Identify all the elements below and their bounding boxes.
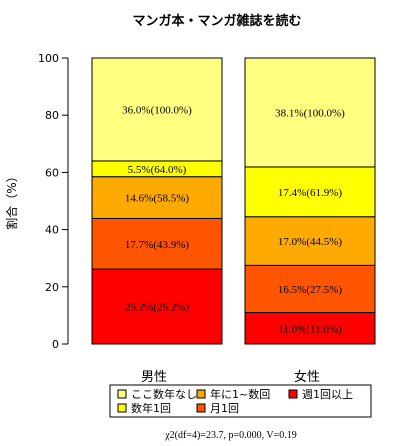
footnote-statistics: χ2(df=4)=23.7, p=0.000, V=0.19	[164, 430, 297, 441]
bar-data-label: 5.5%(64.0%)	[128, 164, 187, 176]
x-category-label: 男性	[141, 370, 167, 385]
y-tick-label: 60	[45, 166, 59, 179]
bar-segment	[91, 57, 223, 162]
legend-swatch	[196, 403, 206, 413]
legend-swatch	[196, 389, 206, 399]
y-tick-label: 20	[45, 281, 59, 294]
legend-label: ここ数年なし	[131, 387, 197, 401]
x-axis-labels: 男性 女性	[141, 369, 320, 385]
chart-title: マンガ本・マンガ雑誌を読む	[132, 13, 301, 29]
bar-data-label: 14.6%(58.5%)	[125, 193, 189, 205]
bar-data-label: 17.0%(44.5%)	[278, 236, 342, 248]
legend-swatch	[117, 389, 127, 399]
bar-data-label: 36.0%(100.0%)	[122, 104, 192, 116]
legend-label: 週1回以上	[302, 388, 353, 401]
y-tick-label: 80	[45, 109, 59, 122]
bar-data-label: 17.7%(43.9%)	[125, 239, 189, 251]
y-axis-label: 割合（%）	[4, 170, 19, 229]
bar-data-label: 16.5%(27.5%)	[278, 284, 342, 296]
bar-segment	[91, 176, 223, 219]
bar-segment	[244, 57, 376, 168]
legend-box	[109, 384, 372, 418]
legend-swatch	[288, 389, 298, 399]
x-category-label: 女性	[294, 369, 320, 385]
bar-segment	[244, 166, 376, 218]
bar-data-label: 11.0%(11.0%)	[278, 323, 342, 335]
y-axis: 0 20 40 60 80 100	[38, 52, 69, 351]
bars: 26.2%(26.2%) 17.7%(43.9%) 14.6%(58.5%) 5.5%…	[91, 57, 376, 345]
y-tick-label: 0	[52, 338, 59, 351]
bar-segment	[91, 217, 223, 270]
bar-data-label: 38.1%(100.0%)	[275, 107, 345, 119]
bar-data-label: 26.2%(26.2%)	[125, 302, 189, 314]
bar-segment	[91, 268, 223, 345]
y-tick-label: 40	[45, 224, 59, 237]
legend-label: 数年1回	[131, 401, 171, 415]
y-tick-label: 100	[38, 52, 59, 65]
legend-swatch	[117, 403, 127, 413]
legend-label: 月1回	[210, 402, 239, 415]
bar-segment	[244, 264, 376, 314]
legend-label: 年に1~数回	[210, 387, 270, 401]
bar-segment	[244, 216, 376, 266]
bar-segment	[244, 312, 376, 345]
bar-data-label: 17.4%(61.9%)	[278, 187, 342, 199]
